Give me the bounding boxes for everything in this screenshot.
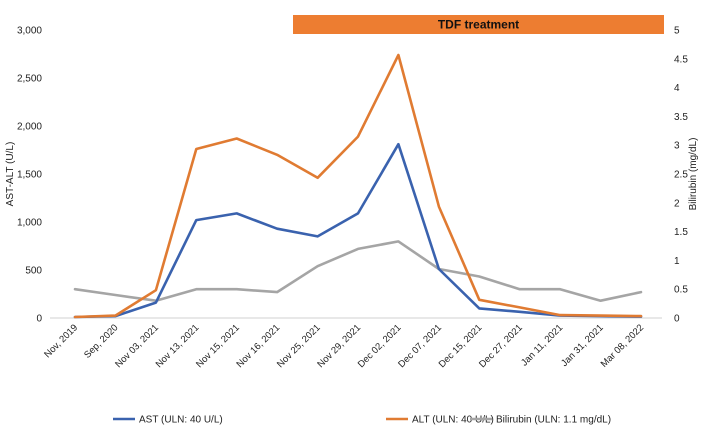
y-right-tick-label: 0: [674, 314, 680, 325]
y-right-tick-label: 2: [674, 198, 680, 209]
y-right-tick-label: 1.5: [674, 227, 688, 238]
y-left-tick-label: 2,000: [17, 122, 42, 133]
x-tick-label: Nov, 2019: [42, 322, 80, 360]
y-left-tick-label: 500: [25, 266, 42, 277]
y-right-tick-label: 5: [674, 26, 680, 37]
x-tick-label: Sep, 2020: [82, 322, 120, 360]
y-left-tick-label: 1,500: [17, 170, 42, 181]
series-line-ast: [73, 142, 643, 319]
y-left-tick-label: 1,000: [17, 218, 42, 229]
y-left-tick-label: 3,000: [17, 26, 42, 37]
series-line-bilirubin: [73, 240, 643, 303]
y-left-tick-label: 0: [36, 314, 42, 325]
y-right-axis-title: Bilirubin (mg/dL): [688, 138, 699, 211]
y-right-tick-label: 0.5: [674, 285, 688, 296]
y-right-tick-label: 1: [674, 256, 680, 267]
y-left-tick-label: 2,500: [17, 74, 42, 85]
treatment-banner: [293, 15, 664, 34]
x-tick-label: Mar 08, 2022: [599, 322, 646, 369]
x-tick-label: Dec 27, 2021: [477, 322, 525, 370]
y-right-tick-label: 2.5: [674, 170, 688, 181]
treatment-banner-label: TDF treatment: [438, 18, 519, 32]
legend-label-alt: ALT (ULN: 40 U/L): [412, 415, 494, 426]
legend-label-ast: AST (ULN: 40 U/L): [139, 415, 223, 426]
y-right-tick-label: 4: [674, 83, 680, 94]
y-right-tick-label: 4.5: [674, 54, 688, 65]
y-right-tick-label: 3: [674, 141, 680, 152]
y-right-tick-label: 3.5: [674, 112, 688, 123]
legend-label-bilirubin: Bilirubin (ULN: 1.1 mg/dL): [496, 415, 611, 426]
series-line-alt: [73, 53, 643, 319]
y-left-axis-title: AST-ALT (U/L): [5, 142, 16, 207]
